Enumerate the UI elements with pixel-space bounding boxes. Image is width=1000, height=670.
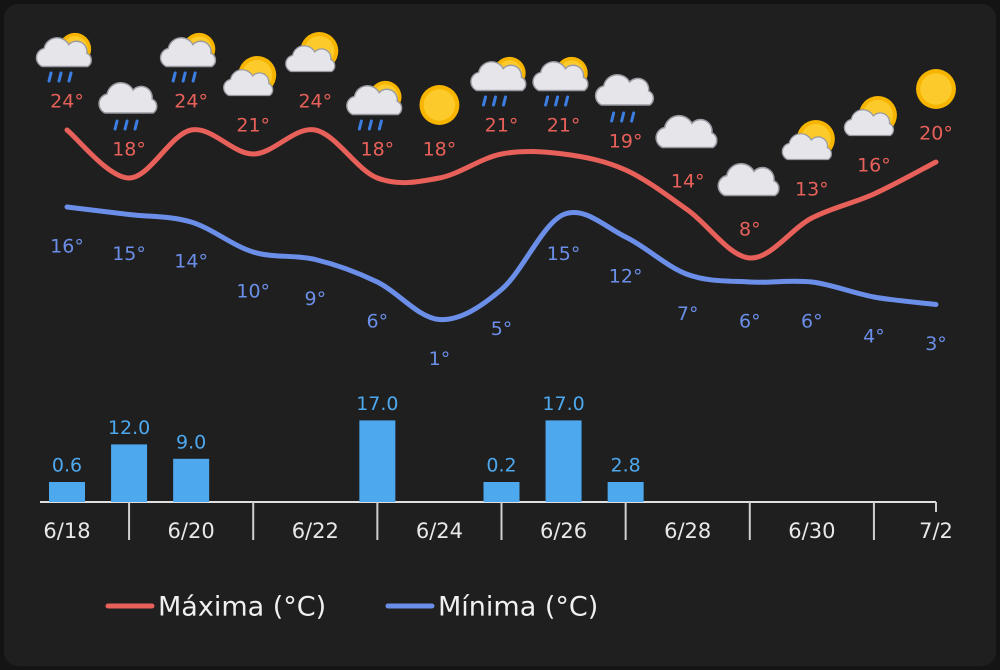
- temperature-label: 16°: [857, 155, 891, 177]
- temperature-label: 5°: [491, 318, 513, 340]
- legend-label: Mínima (°C): [438, 592, 598, 623]
- temperature-label: 6°: [367, 311, 389, 333]
- sun-shape: [916, 69, 956, 109]
- temperature-label: 15°: [547, 243, 581, 265]
- sun-shape: [419, 85, 460, 125]
- x-tick-label: 6/22: [292, 519, 339, 543]
- x-tick-label: 7/2: [919, 519, 953, 543]
- rain-bar: [49, 482, 85, 502]
- rain-label: 17.0: [356, 393, 398, 415]
- temperature-label: 24°: [298, 91, 332, 113]
- temperature-label: 21°: [485, 115, 519, 137]
- rain-bar: [607, 482, 644, 502]
- x-tick-label: 6/20: [168, 519, 215, 543]
- rain-label: 0.2: [486, 455, 516, 477]
- temperature-label: 8°: [739, 219, 761, 241]
- rain-bar: [111, 444, 148, 502]
- temperature-label: 6°: [739, 311, 761, 333]
- temperature-label: 21°: [547, 115, 581, 137]
- temperature-label: 18°: [361, 139, 395, 161]
- rain-bar: [173, 458, 210, 502]
- temperature-label: 14°: [671, 171, 705, 193]
- temperature-label: 24°: [174, 91, 208, 113]
- weather-icon: [916, 69, 956, 109]
- temperature-label: 19°: [609, 131, 643, 153]
- legend-label: Máxima (°C): [158, 592, 326, 623]
- temperature-label: 18°: [423, 139, 457, 161]
- temperature-line: [64, 204, 939, 323]
- temperature-label: 20°: [919, 123, 953, 145]
- temperature-label: 1°: [429, 348, 451, 370]
- temperature-label: 6°: [801, 311, 823, 333]
- temperature-label: 13°: [795, 179, 829, 201]
- rain-bar: [545, 420, 582, 502]
- temperature-label: 3°: [925, 333, 947, 355]
- rain-bar: [359, 420, 396, 502]
- x-tick-label: 6/24: [416, 519, 463, 543]
- temperature-label: 7°: [677, 303, 699, 325]
- rain-label: 12.0: [108, 417, 150, 439]
- temperature-label: 4°: [863, 326, 885, 348]
- x-tick-label: 6/28: [664, 519, 711, 543]
- rain-label: 2.8: [611, 455, 641, 477]
- weather-icon: [419, 85, 460, 125]
- temperature-label: 12°: [609, 266, 643, 288]
- temperature-line: [64, 127, 939, 261]
- temperature-label: 15°: [112, 243, 146, 265]
- rain-label: 0.6: [52, 455, 82, 477]
- temperature-label: 9°: [304, 288, 326, 310]
- x-tick-label: 6/26: [540, 519, 587, 543]
- rain-label: 9.0: [176, 431, 206, 453]
- temperature-label: 21°: [236, 115, 270, 137]
- x-tick-label: 6/18: [43, 519, 90, 543]
- temperature-label: 16°: [50, 236, 84, 258]
- temperature-label: 24°: [50, 91, 84, 113]
- x-tick-label: 6/30: [788, 519, 835, 543]
- rain-label: 17.0: [542, 393, 584, 415]
- temperature-label: 14°: [174, 251, 208, 273]
- temperature-label: 18°: [112, 139, 146, 161]
- rain-bar: [483, 482, 520, 502]
- temperature-label: 10°: [236, 281, 270, 303]
